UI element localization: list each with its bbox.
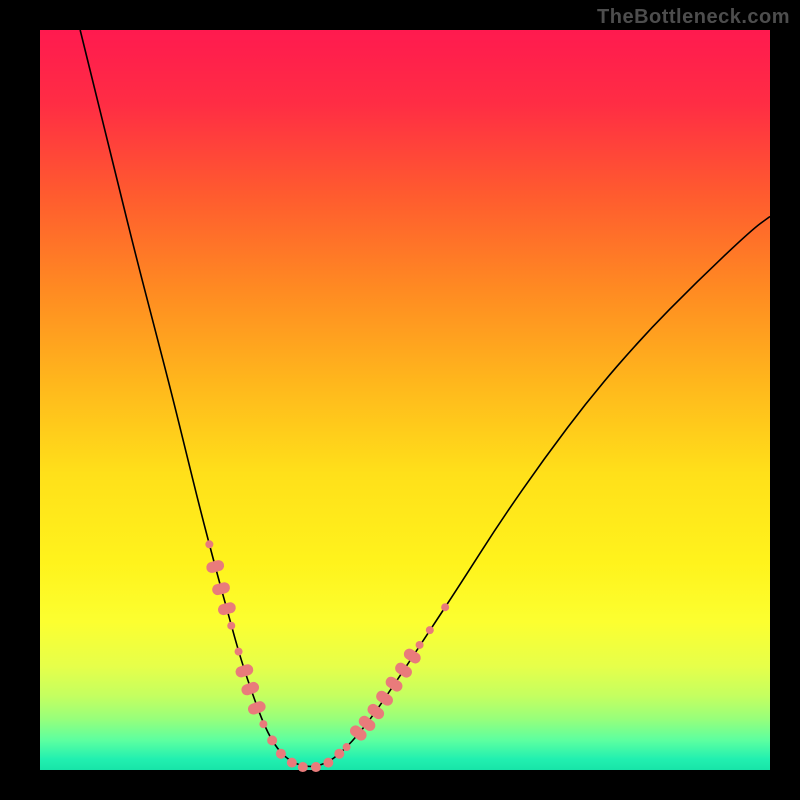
marker-dot — [267, 735, 277, 745]
marker-dot — [416, 641, 424, 649]
marker-dot — [259, 720, 267, 728]
marker-dot — [235, 648, 243, 656]
chart-root: TheBottleneck.com — [0, 0, 800, 800]
marker-dot — [323, 758, 333, 768]
marker-dot — [426, 626, 434, 634]
marker-dot — [343, 743, 351, 751]
marker-dot — [276, 749, 286, 759]
chart-svg — [0, 0, 800, 800]
plot-background — [40, 30, 770, 770]
marker-dot — [205, 540, 213, 548]
marker-dot — [287, 758, 297, 768]
watermark-text: TheBottleneck.com — [597, 6, 790, 29]
marker-dot — [334, 749, 344, 759]
marker-dot — [311, 762, 321, 772]
marker-dot — [298, 762, 308, 772]
marker-dot — [441, 603, 449, 611]
marker-dot — [227, 622, 235, 630]
